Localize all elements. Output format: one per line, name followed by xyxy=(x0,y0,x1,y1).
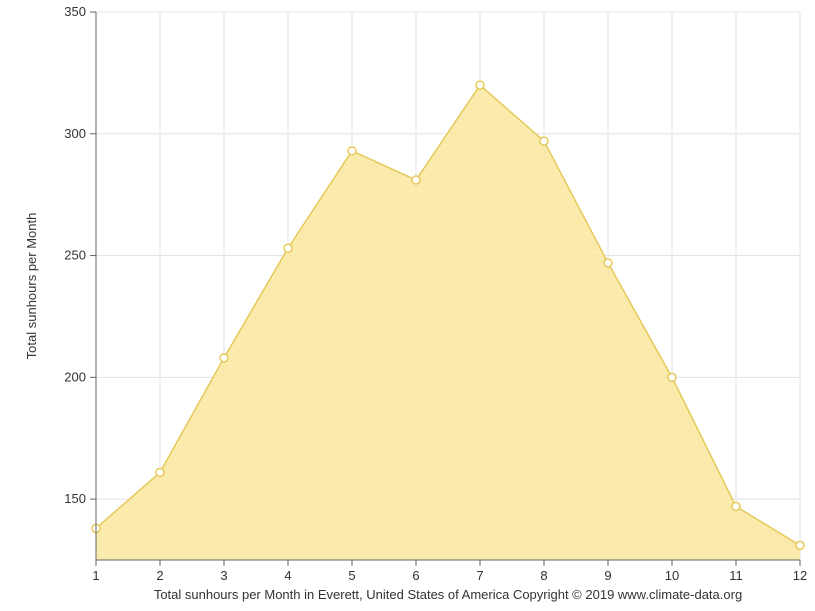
y-axis-label: Total sunhours per Month xyxy=(24,213,39,360)
x-tick-label: 6 xyxy=(412,568,419,583)
data-marker xyxy=(668,373,676,381)
x-tick-label: 3 xyxy=(220,568,227,583)
data-marker xyxy=(476,81,484,89)
y-tick-label: 150 xyxy=(64,491,86,506)
y-tick-label: 250 xyxy=(64,248,86,263)
x-tick-label: 4 xyxy=(284,568,291,583)
x-tick-label: 5 xyxy=(348,568,355,583)
data-marker xyxy=(156,468,164,476)
data-marker xyxy=(284,244,292,252)
chart-caption: Total sunhours per Month in Everett, Uni… xyxy=(154,587,742,602)
sunhours-area-chart: 123456789101112150200250300350Total sunh… xyxy=(0,0,815,611)
data-marker xyxy=(796,541,804,549)
data-marker xyxy=(604,259,612,267)
x-tick-label: 8 xyxy=(540,568,547,583)
x-tick-label: 2 xyxy=(156,568,163,583)
y-tick-label: 200 xyxy=(64,369,86,384)
data-marker xyxy=(412,176,420,184)
chart-container: 123456789101112150200250300350Total sunh… xyxy=(0,0,815,611)
x-tick-label: 9 xyxy=(604,568,611,583)
x-tick-label: 11 xyxy=(729,568,743,583)
x-tick-label: 7 xyxy=(476,568,483,583)
data-marker xyxy=(732,502,740,510)
x-tick-label: 12 xyxy=(793,568,807,583)
x-tick-label: 1 xyxy=(92,568,99,583)
data-marker xyxy=(540,137,548,145)
data-marker xyxy=(348,147,356,155)
data-marker xyxy=(220,354,228,362)
x-tick-label: 10 xyxy=(665,568,679,583)
y-tick-label: 350 xyxy=(64,4,86,19)
y-tick-label: 300 xyxy=(64,126,86,141)
